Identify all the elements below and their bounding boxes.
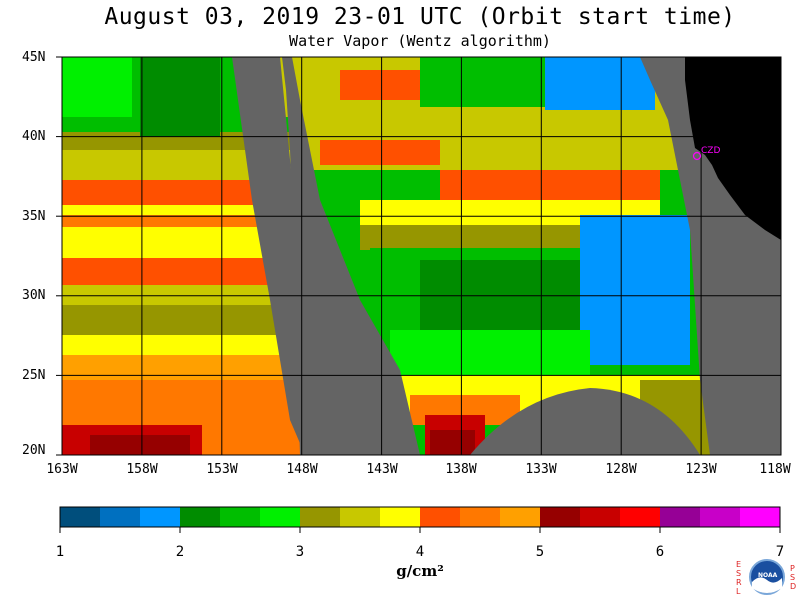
colorbar-cell [700, 507, 741, 527]
logo-letter: P [790, 564, 795, 573]
colorbar-cell [580, 507, 621, 527]
band-r-blue-right [580, 215, 690, 365]
colorbar-cell [540, 507, 581, 527]
lat-label-20n: 20N [22, 443, 46, 458]
lon-label-143w: 143W [366, 462, 398, 477]
colorbar-tick-label-4: 4 [415, 544, 425, 560]
lon-label-148w: 148W [286, 462, 318, 477]
map-frame [61, 56, 782, 456]
band-r-brightgreen [390, 330, 590, 380]
colorbar [60, 507, 781, 527]
logo-letters-left: E S R L [736, 560, 742, 596]
logo-letter: S [736, 569, 742, 578]
chart-title: August 03, 2019 23-01 UTC (Orbit start t… [104, 4, 736, 30]
map-field [62, 57, 781, 455]
colorbar-cell [220, 507, 261, 527]
band-r-blue-top [545, 57, 655, 112]
grid-lines [62, 57, 781, 455]
colorbar-cell [60, 507, 101, 527]
station-marker [692, 151, 702, 161]
logo-center-text: NOAA [758, 572, 778, 579]
colorbar-cell [660, 507, 701, 527]
noaa-logo-wave [752, 577, 782, 593]
logo-letter: D [790, 582, 797, 591]
colorbar-cell [340, 507, 381, 527]
colorbar-tick-label-6: 6 [655, 544, 665, 560]
lat-label-35n: 35N [22, 209, 46, 224]
gap-bottom-arc [470, 388, 700, 455]
band-l-darkred [90, 435, 190, 455]
colorbar-cell [740, 507, 781, 527]
colorbar-tick-label-2: 2 [175, 544, 185, 560]
gap-middle-strip [282, 57, 420, 455]
colorbar-cell [300, 507, 341, 527]
colorbar-cell [460, 507, 501, 527]
lon-label-128w: 128W [605, 462, 637, 477]
lat-label-30n: 30N [22, 288, 46, 303]
colorbar-cell [380, 507, 421, 527]
lat-label-25n: 25N [22, 368, 46, 383]
band-r-green-top [420, 57, 550, 107]
band-l-olive-2 [62, 305, 302, 340]
colorbar-tick-label-1: 1 [55, 544, 65, 560]
band-r-orange-1 [320, 140, 440, 165]
logo-letter: S [790, 573, 796, 582]
band-l-orange-3 [62, 258, 302, 288]
lon-label-158w: 158W [126, 462, 158, 477]
colorbar-unit: g/cm² [396, 562, 444, 580]
chart-subtitle: Water Vapor (Wentz algorithm) [289, 32, 551, 50]
colorbar-cell [420, 507, 461, 527]
band-l-orange-2 [62, 215, 302, 227]
noaa-logo-text: E S R L P S D NOAA [736, 558, 798, 600]
lat-label-40n: 40N [22, 129, 46, 144]
station-label: CZD [701, 146, 721, 156]
colorbar-tick-marks [59, 527, 781, 533]
colorbar-tick-label-5: 5 [535, 544, 545, 560]
logo-letters-right: P S D [790, 564, 796, 591]
colorbar-cell [180, 507, 221, 527]
colorbar-cell [260, 507, 301, 527]
lon-label-163w: 163W [46, 462, 78, 477]
logo-letter: L [736, 587, 741, 596]
lon-label-153w: 153W [206, 462, 238, 477]
band-r-orange-top [340, 70, 420, 100]
lon-label-133w: 133W [525, 462, 557, 477]
land-california [685, 57, 781, 240]
colorbar-tick-label-7: 7 [775, 544, 785, 560]
noaa-logo [749, 559, 785, 595]
lon-label-138w: 138W [445, 462, 477, 477]
lat-ticks [56, 56, 62, 456]
colorbar-cell [100, 507, 141, 527]
lon-label-118w: 118W [759, 462, 791, 477]
colorbar-cell [140, 507, 181, 527]
lon-label-123w: 123W [685, 462, 717, 477]
band-l-darkgreen [140, 57, 220, 137]
gap-left-strip [232, 57, 310, 455]
colorbar-tick-label-3: 3 [295, 544, 305, 560]
band-r-darkgreen-mid [420, 260, 580, 340]
band-l-brightgreen [62, 57, 132, 117]
band-r-darkred-low [430, 430, 475, 455]
colorbar-cell [620, 507, 661, 527]
logo-letter: R [736, 578, 742, 587]
logo-letter: E [736, 560, 742, 569]
band-r-orange-2 [440, 170, 660, 205]
lat-label-45n: 45N [22, 50, 46, 65]
colorbar-cell [500, 507, 541, 527]
